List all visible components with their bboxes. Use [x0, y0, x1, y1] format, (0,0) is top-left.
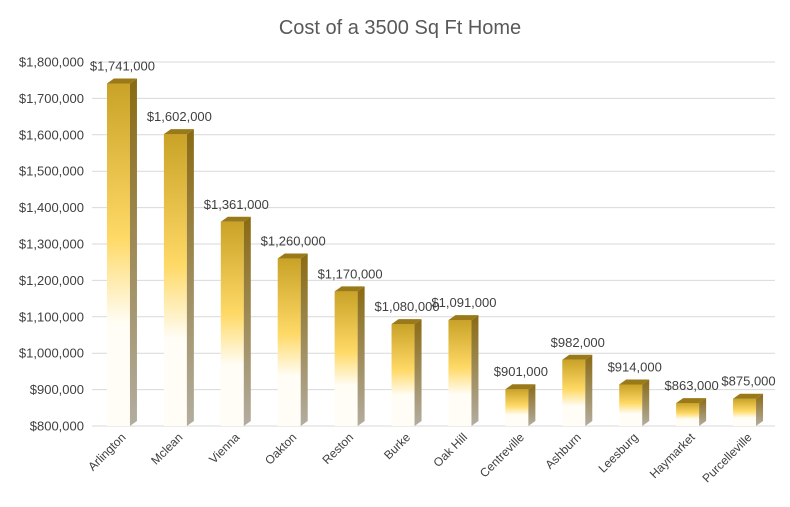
bar-side: [642, 379, 650, 426]
bar-top: [277, 253, 308, 259]
bar-side: [699, 398, 707, 426]
y-tick-label: $1,600,000: [19, 127, 84, 142]
x-tick-label: Burke: [381, 430, 413, 462]
bar: [106, 78, 137, 426]
bar-top: [163, 129, 194, 135]
bar-side: [300, 253, 308, 426]
bar-front: [277, 258, 301, 426]
bar-top: [562, 354, 593, 360]
gridlines: [92, 61, 775, 427]
bar: [220, 216, 251, 426]
data-labels: $1,741,000 $1,602,000 $1,361,000 $1,260,000…: [90, 58, 776, 393]
bar-top: [733, 393, 764, 399]
bar-top: [619, 379, 650, 385]
bar-side: [357, 286, 365, 426]
y-tick-label: $1,400,000: [19, 200, 84, 215]
bar: [334, 286, 365, 426]
y-tick-label: $1,500,000: [19, 164, 84, 179]
bar-side: [471, 315, 479, 426]
data-label: $863,000: [665, 378, 719, 393]
bar-front: [733, 398, 757, 426]
bar-top: [106, 78, 137, 84]
bar-front: [334, 291, 358, 426]
y-tick-label: $1,700,000: [19, 91, 84, 106]
x-tick-label: Oak Hill: [430, 430, 470, 470]
y-tick-label: $1,300,000: [19, 237, 84, 252]
bar-front: [619, 384, 643, 426]
bar-side: [414, 319, 422, 426]
data-label: $1,080,000: [375, 299, 440, 314]
bar-top: [676, 398, 707, 404]
chart-title: Cost of a 3500 Sq Ft Home: [279, 17, 521, 39]
data-label: $982,000: [551, 335, 605, 350]
y-tick-label: $1,800,000: [19, 55, 84, 70]
data-label: $1,260,000: [261, 234, 326, 249]
bar-front: [163, 134, 187, 426]
bar: [505, 384, 536, 426]
x-tick-label: Haymarket: [647, 430, 698, 481]
bar-front: [676, 403, 700, 426]
y-tick-label: $900,000: [30, 382, 84, 397]
bar-top: [220, 216, 251, 222]
x-tick-label: Oakton: [262, 430, 299, 467]
bar-front: [220, 221, 244, 426]
bar-top: [505, 384, 536, 390]
data-label: $1,361,000: [204, 197, 269, 212]
y-tick-label: $1,200,000: [19, 273, 84, 288]
y-tick-label: $1,100,000: [19, 309, 84, 324]
data-label: $1,602,000: [147, 109, 212, 124]
x-tick-label: Mclean: [148, 430, 185, 467]
data-label: $1,741,000: [90, 58, 155, 73]
bar-side: [585, 354, 593, 426]
data-label: $875,000: [721, 374, 775, 389]
bar-side: [243, 216, 251, 426]
bar-front: [391, 324, 415, 426]
bar: [733, 393, 764, 426]
bar-side: [528, 384, 536, 426]
bar-front: [106, 83, 130, 426]
data-label: $1,091,000: [431, 295, 496, 310]
bar-top: [391, 319, 422, 325]
bar: [619, 379, 650, 426]
bar-side: [756, 393, 764, 426]
bar: [163, 129, 194, 426]
bar: [277, 253, 308, 426]
bar-front: [505, 389, 529, 426]
x-tick-label: Arlington: [85, 430, 128, 473]
bar: [391, 319, 422, 426]
x-tick-label: Centreville: [477, 430, 527, 480]
x-tick-label: Vienna: [206, 430, 242, 466]
bars: [106, 78, 764, 426]
bar-top: [448, 315, 479, 321]
bar-side: [129, 78, 137, 426]
x-axis-ticks: Arlington Mclean Vienna Oakton Reston Burke Oa…: [85, 430, 755, 486]
y-axis-ticks: $800,000 $900,000 $1,000,000 $1,100,000 $1,2…: [19, 55, 84, 434]
bar: [676, 398, 707, 426]
data-label: $1,170,000: [318, 266, 383, 281]
bar: [562, 354, 593, 426]
data-label: $901,000: [494, 364, 548, 379]
bar-top: [334, 286, 365, 292]
y-tick-label: $800,000: [30, 419, 84, 434]
bar-front: [448, 320, 472, 426]
x-tick-label: Leesburg: [596, 430, 641, 475]
x-tick-label: Purcelleville: [699, 430, 754, 485]
y-tick-label: $1,000,000: [19, 346, 84, 361]
data-label: $914,000: [608, 360, 662, 375]
bar: [448, 315, 479, 426]
bar-side: [186, 129, 194, 426]
bar-front: [562, 359, 586, 426]
x-tick-label: Reston: [319, 430, 356, 467]
x-tick-label: Ashburn: [542, 430, 584, 472]
